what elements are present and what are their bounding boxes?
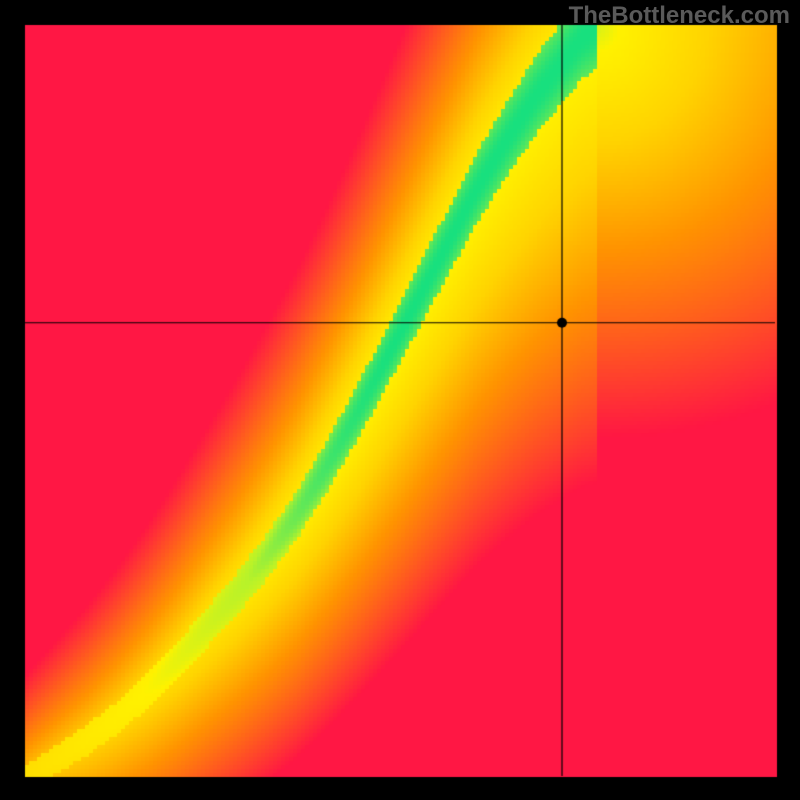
watermark-label: TheBottleneck.com: [569, 2, 790, 30]
heatmap-canvas: [0, 0, 800, 800]
chart-container: TheBottleneck.com: [0, 0, 800, 800]
